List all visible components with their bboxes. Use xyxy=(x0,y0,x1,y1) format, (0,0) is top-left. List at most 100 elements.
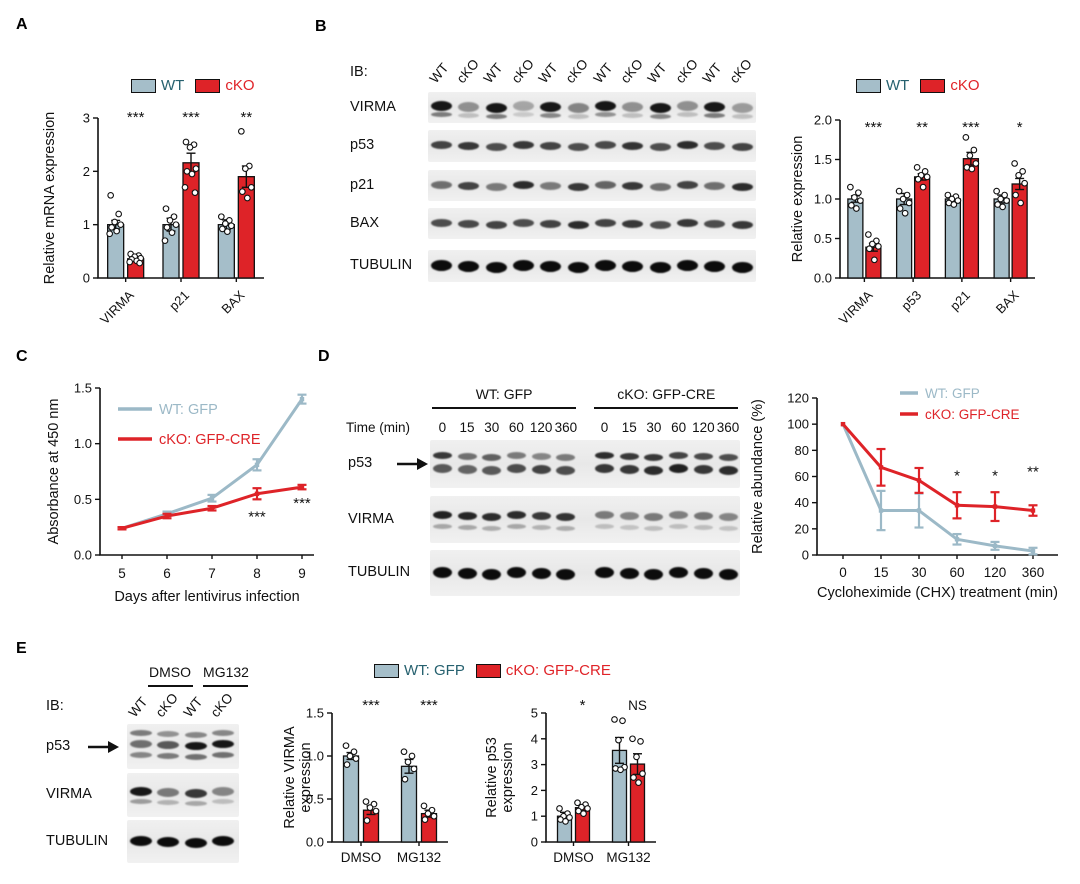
data-point xyxy=(857,197,864,204)
data-point xyxy=(895,187,903,195)
blot-band xyxy=(622,142,644,150)
data-point xyxy=(218,225,226,233)
blot-band xyxy=(506,463,526,473)
blot-band xyxy=(129,786,152,796)
y-tick-label: 0 xyxy=(83,271,90,286)
blot-band xyxy=(622,260,644,272)
cko-legend-swatch xyxy=(195,78,221,93)
blot-band xyxy=(567,261,589,273)
significance-label: *** xyxy=(293,495,311,512)
data-point xyxy=(848,201,855,209)
blot-row-label: TUBULIN xyxy=(348,564,411,580)
data-point xyxy=(182,138,190,146)
group-underline xyxy=(148,685,193,687)
blot-band xyxy=(677,218,699,227)
x-category-label: p21 xyxy=(947,288,973,314)
lane-time-label: 60 xyxy=(671,420,687,435)
blot-band xyxy=(157,752,180,759)
panel-e-virma-chart: 0.0 0.5 1.0 1.5 Relative VIRMA expression *** D… xyxy=(282,697,448,865)
x-tick-label: 8 xyxy=(253,566,261,581)
blot-band xyxy=(595,141,617,149)
data-point xyxy=(630,774,637,781)
x-tick-label: 9 xyxy=(298,566,306,581)
data-point xyxy=(878,508,884,513)
data-point xyxy=(404,758,412,766)
blot-band xyxy=(513,180,535,189)
blot-band xyxy=(595,451,615,459)
data-point xyxy=(243,194,251,202)
data-point xyxy=(851,194,858,201)
y-tick-label: 2.0 xyxy=(814,113,832,128)
data-point xyxy=(962,134,970,141)
y-tick-label: 0 xyxy=(531,835,538,850)
blot-strip-virma xyxy=(127,773,239,817)
treatment-group-label: WT: GFP xyxy=(475,386,533,402)
blot-band xyxy=(485,261,507,273)
x-tick-label: 6 xyxy=(163,566,171,581)
lane-time-label: 120 xyxy=(529,420,553,435)
blot-band xyxy=(731,143,753,151)
x-category-label: DMSO xyxy=(553,850,594,865)
blot-band xyxy=(129,835,152,846)
legend-label: WT: GFP xyxy=(925,386,980,401)
panel-b-label: B xyxy=(315,18,327,35)
data-point xyxy=(878,465,884,470)
lane-label: WT xyxy=(480,60,506,86)
blot-band xyxy=(431,259,453,271)
x-category-label: MG132 xyxy=(397,850,441,865)
significance-label: *** xyxy=(865,119,883,136)
cko-legend-swatch xyxy=(475,663,501,678)
blot-band xyxy=(731,102,753,113)
y-tick-label: 0.0 xyxy=(814,271,832,286)
blot-band xyxy=(531,567,551,579)
blot-band xyxy=(731,261,753,273)
group-underline xyxy=(594,407,739,409)
blot-band xyxy=(677,100,699,111)
blot-band xyxy=(595,566,615,578)
significance-label: *** xyxy=(248,509,266,526)
blot-band xyxy=(212,835,235,846)
blot-band xyxy=(622,181,644,190)
blot-band xyxy=(595,510,615,519)
data-point xyxy=(617,766,624,774)
wt-legend-swatch xyxy=(374,663,399,678)
blot-band xyxy=(458,219,480,228)
blot-row-label: VIRMA xyxy=(348,510,394,527)
blot-band xyxy=(567,143,589,151)
blot-band xyxy=(482,453,502,461)
blot-band xyxy=(540,260,562,272)
lane-label: cKO xyxy=(207,690,237,720)
data-point xyxy=(161,237,169,245)
blot-band xyxy=(595,463,615,473)
blot-band xyxy=(718,512,738,521)
lane-time-label: 360 xyxy=(554,420,578,435)
blot-strip-bax xyxy=(428,208,756,239)
blot-band xyxy=(184,741,207,750)
blot-band xyxy=(731,182,753,191)
blot-band xyxy=(129,798,152,804)
blot-band xyxy=(506,451,526,459)
data-point xyxy=(162,205,170,213)
legend-label: WT: GFP xyxy=(159,402,218,418)
blot-band xyxy=(212,798,235,804)
blot-band xyxy=(644,568,664,580)
blot-band xyxy=(184,837,207,848)
y-axis-label: Relative VIRMA xyxy=(282,726,298,829)
blot-strip-tubulin xyxy=(127,820,239,863)
blot-band xyxy=(556,568,576,580)
blot-band xyxy=(540,101,562,112)
data-point xyxy=(299,396,305,402)
blot-band xyxy=(531,452,551,460)
blot-band xyxy=(649,220,671,229)
panel-d-label: D xyxy=(318,348,330,365)
blot-band xyxy=(704,101,726,112)
data-point xyxy=(350,748,358,756)
time-row-label: Time (min) xyxy=(346,420,410,435)
data-point xyxy=(866,245,873,253)
blot-band xyxy=(432,463,452,473)
y-tick-label: 1.5 xyxy=(814,152,832,167)
blot-band xyxy=(184,753,207,760)
x-category-label: p53 xyxy=(898,288,924,314)
data-point xyxy=(247,183,255,191)
data-point xyxy=(166,217,174,224)
